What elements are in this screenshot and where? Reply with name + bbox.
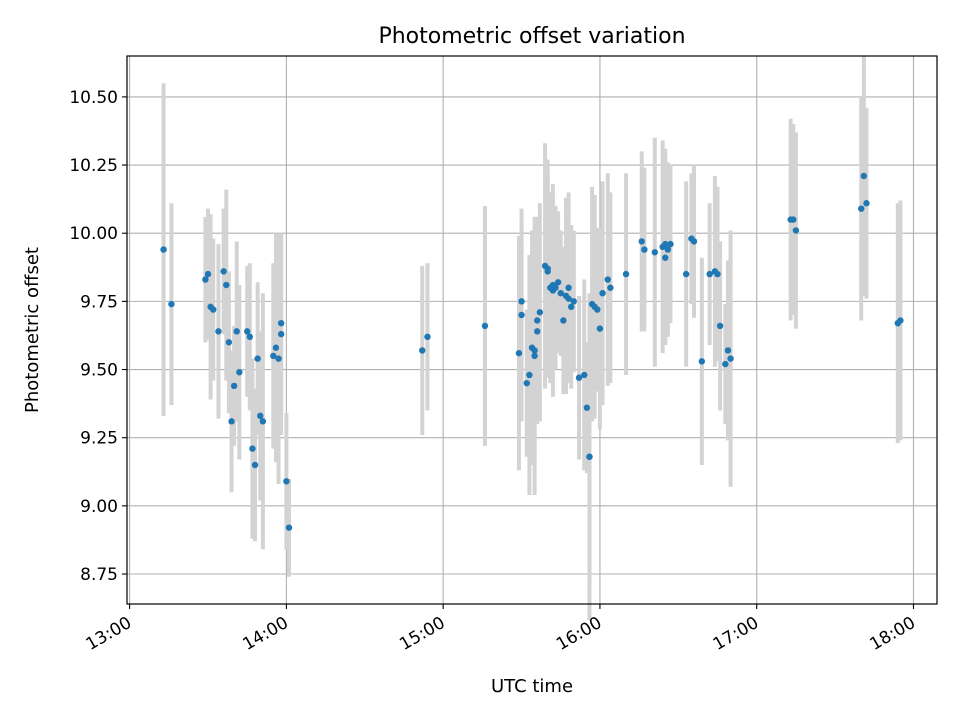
data-point — [792, 227, 800, 234]
data-point — [419, 347, 426, 354]
y-tick-label: 9.50 — [80, 361, 118, 381]
data-point — [536, 309, 544, 316]
data-point — [233, 328, 240, 335]
data-point — [664, 246, 672, 253]
data-point — [424, 333, 431, 341]
plot-area-frame — [126, 55, 938, 605]
data-point — [160, 246, 167, 253]
data-point — [724, 347, 732, 354]
data-point — [565, 284, 572, 291]
data-point — [594, 306, 601, 313]
data-point — [236, 369, 243, 376]
data-point — [583, 404, 591, 411]
y-tick-label: 9.25 — [80, 429, 118, 449]
data-point — [531, 352, 538, 360]
data-point — [534, 317, 541, 324]
data-point — [599, 289, 606, 297]
data-point — [246, 333, 254, 341]
data-point — [863, 200, 870, 207]
chart-title: Photometric offset variation — [378, 24, 685, 49]
data-point — [727, 355, 734, 362]
data-point — [518, 298, 525, 305]
y-tick-label: 10.00 — [69, 224, 118, 244]
data-point — [860, 172, 868, 180]
data-point — [722, 360, 729, 368]
y-axis-ticks: 8.75 9.00 9.25 9.50 9.75 10.00 10.25 10.50 — [69, 88, 127, 585]
data-point — [223, 281, 230, 289]
data-point — [285, 524, 293, 531]
data-point — [202, 276, 209, 283]
data-point — [168, 300, 175, 308]
data-point — [586, 453, 593, 460]
data-point — [575, 374, 583, 381]
data-point — [651, 249, 659, 256]
data-point — [698, 358, 706, 365]
data-point — [230, 382, 238, 390]
data-point — [662, 240, 669, 248]
y-tick-label: 9.00 — [80, 497, 118, 517]
data-point — [596, 325, 604, 332]
y-tick-label: 10.50 — [69, 88, 118, 108]
data-point — [557, 289, 564, 297]
y-axis-label: Photometric offset — [22, 247, 43, 413]
data-point — [622, 270, 630, 278]
data-point — [526, 371, 533, 379]
data-point — [714, 270, 721, 278]
data-point — [515, 349, 523, 357]
data-point — [254, 355, 261, 362]
data-point — [581, 371, 588, 379]
data-point — [682, 270, 690, 278]
data-points — [160, 172, 904, 531]
data-point — [897, 317, 904, 324]
data-point — [570, 298, 578, 305]
data-point — [272, 344, 280, 351]
data-point — [604, 276, 611, 283]
y-tick-label: 9.75 — [80, 292, 118, 312]
data-point — [531, 347, 538, 354]
data-point — [518, 311, 525, 319]
data-point — [662, 254, 669, 261]
data-point — [638, 238, 645, 245]
data-point — [481, 322, 489, 330]
data-point — [249, 445, 256, 452]
data-point — [690, 238, 698, 245]
data-point — [283, 478, 290, 485]
data-point — [220, 268, 227, 275]
data-point — [544, 268, 551, 275]
data-point — [565, 295, 572, 302]
data-point — [215, 328, 222, 335]
data-point — [552, 284, 559, 291]
data-point — [225, 339, 233, 346]
data-point — [858, 205, 865, 212]
data-point — [259, 418, 267, 425]
data-point — [667, 240, 674, 248]
data-point — [275, 355, 282, 362]
data-point — [277, 319, 285, 327]
data-point — [210, 306, 217, 313]
data-point — [641, 246, 648, 253]
x-axis-label: UTC time — [491, 676, 573, 697]
data-point — [204, 270, 212, 278]
data-point — [243, 328, 251, 335]
data-point — [228, 418, 235, 425]
data-point — [790, 216, 797, 223]
data-point — [251, 461, 259, 469]
data-point — [534, 328, 541, 335]
data-point — [560, 317, 567, 324]
data-point — [607, 284, 614, 291]
data-point — [270, 352, 277, 360]
data-point — [554, 279, 562, 286]
data-point — [567, 303, 575, 311]
y-tick-label: 10.25 — [69, 156, 118, 176]
data-point — [277, 330, 285, 338]
y-tick-label: 8.75 — [80, 565, 118, 585]
data-point — [257, 412, 264, 420]
data-point — [523, 379, 530, 387]
data-point — [706, 270, 713, 278]
data-point — [716, 322, 724, 330]
